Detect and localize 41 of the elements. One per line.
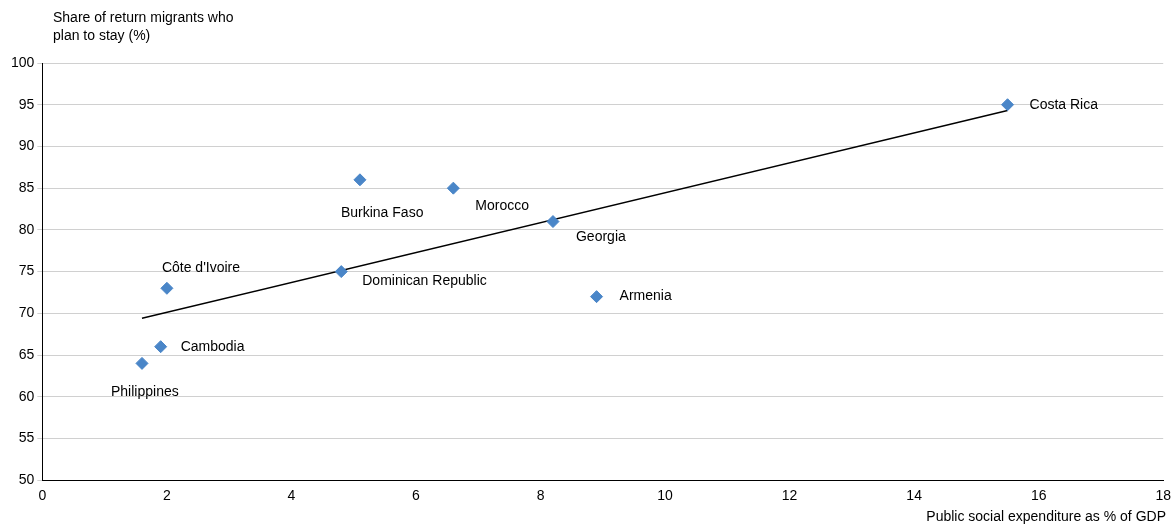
x-tick-label: 4 [287, 487, 296, 504]
y-tick-label: 95 [18, 95, 35, 112]
annotation: Dominican Republic [362, 272, 487, 289]
x-tick-label: 14 [906, 487, 923, 504]
annotation: Côte d'Ivoire [161, 259, 241, 276]
annotation: Morocco [475, 197, 530, 214]
y-tick-label: 80 [18, 220, 35, 237]
y-tick-label: 50 [18, 471, 35, 488]
annotation: Armenia [619, 287, 672, 304]
annotation: Georgia [575, 228, 626, 245]
point [590, 290, 604, 304]
point [160, 281, 174, 295]
point [546, 215, 560, 229]
x-tick-label: 10 [657, 487, 674, 504]
annotation: Cambodia [180, 337, 245, 354]
annotation: Philippines [110, 383, 179, 400]
y-tick-label: 70 [18, 304, 35, 321]
x-tick-label: 0 [38, 487, 47, 504]
x-tick-label: 2 [163, 487, 171, 504]
point [446, 181, 460, 195]
y-tick-label: 90 [18, 137, 35, 154]
x-tick-label: 16 [1030, 487, 1047, 504]
annotation: Burkina Faso [340, 203, 424, 220]
point [353, 173, 367, 187]
y-axis-title: Share of return migrants who plan to stay (%) [53, 8, 235, 44]
x-axis-title: Public social expenditure as % of GDP [926, 508, 1166, 524]
y-tick-label: 60 [18, 387, 35, 404]
y-tick-label: 100 [11, 53, 35, 70]
point [1001, 98, 1015, 112]
x-tick-label: 6 [412, 487, 421, 504]
annotation: Costa Rica [1029, 95, 1099, 112]
y-tick-label: 75 [18, 262, 35, 279]
x-tick-label: 18 [1155, 487, 1172, 504]
y-tick-label: 85 [18, 179, 35, 196]
point [154, 340, 168, 354]
x-tick-label: 8 [536, 487, 545, 504]
x-tick-label: 12 [781, 487, 798, 504]
point [334, 265, 348, 279]
y-tick-label: 55 [18, 429, 35, 446]
y-tick-label: 65 [18, 345, 35, 362]
point [135, 356, 149, 370]
